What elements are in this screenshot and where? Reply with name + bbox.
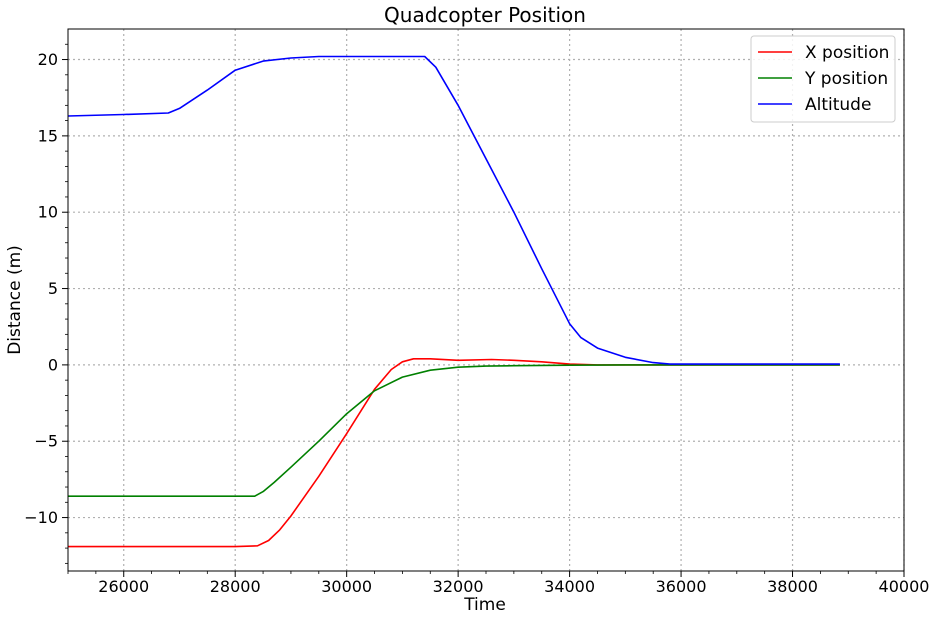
legend-label: Altitude (805, 95, 871, 115)
legend-box (750, 35, 896, 123)
x-tick-label: 34000 (544, 577, 595, 596)
y-tick-label: 0 (48, 355, 58, 374)
x-tick-label: 36000 (656, 577, 707, 596)
y-tick-label: 10 (38, 203, 58, 222)
legend: X position Y position Altitude (750, 35, 896, 123)
y-tick-label: −10 (24, 508, 58, 527)
y-tick-label: 5 (48, 279, 58, 298)
chart-title: Quadcopter Position (384, 3, 586, 27)
y-tick-label: 15 (38, 126, 58, 145)
series-line-altitude (67, 55, 840, 365)
x-tick-label: 40000 (879, 577, 930, 596)
axis-ticks: 26000 28000 30000 32000 34000 36000 38000 40000… (24, 43, 930, 596)
series-layer (67, 55, 840, 548)
x-tick-label: 38000 (767, 577, 818, 596)
series-line-y-position (68, 364, 840, 498)
x-tick-label: 26000 (98, 577, 149, 596)
y-tick-label: 20 (38, 50, 58, 69)
y-axis-label: Distance (m) (5, 245, 25, 355)
x-tick-label: 28000 (210, 577, 261, 596)
y-tick-label: −5 (34, 432, 58, 451)
x-tick-label: 30000 (321, 577, 372, 596)
x-axis-label: Time (463, 595, 506, 615)
legend-label: Y position (804, 69, 888, 89)
legend-label: X position (805, 43, 889, 63)
x-tick-label: 32000 (433, 577, 484, 596)
